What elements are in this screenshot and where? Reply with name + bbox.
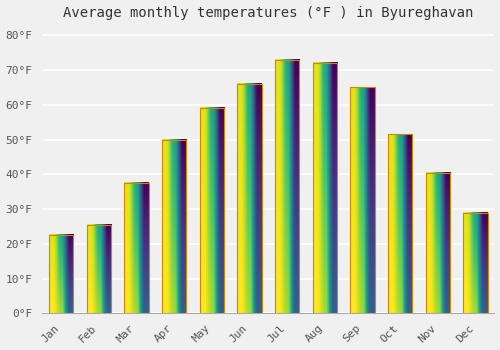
Bar	[162, 140, 186, 313]
Bar	[350, 88, 375, 313]
Title: Average monthly temperatures (°F ) in Byureghavan: Average monthly temperatures (°F ) in By…	[63, 6, 474, 20]
Bar	[312, 63, 337, 313]
Bar	[426, 173, 450, 313]
Bar	[86, 225, 111, 313]
Bar	[49, 235, 74, 313]
Bar	[124, 183, 148, 313]
Bar	[275, 60, 299, 313]
Bar	[464, 212, 488, 313]
Bar	[238, 84, 262, 313]
Bar	[388, 134, 412, 313]
Bar	[200, 108, 224, 313]
